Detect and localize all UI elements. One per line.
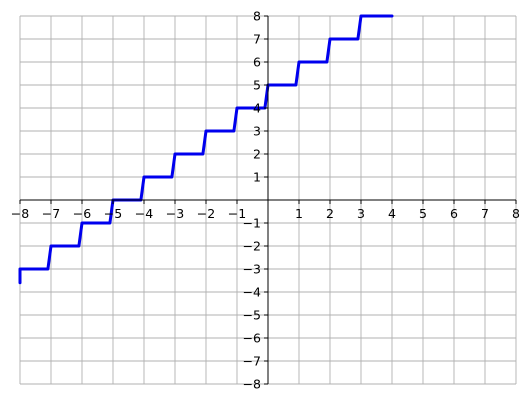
x-tick-label: 6 [450, 206, 458, 221]
y-tick-label: 3 [253, 124, 261, 139]
x-tick-label: 8 [512, 206, 520, 221]
x-tick-label: 2 [326, 206, 334, 221]
x-tick-label: −5 [104, 206, 122, 221]
x-tick-label: −4 [135, 206, 153, 221]
y-tick-label: −3 [243, 262, 261, 277]
x-tick-label: 4 [388, 206, 396, 221]
x-tick-label: −8 [11, 206, 29, 221]
y-tick-label: 4 [253, 101, 261, 116]
x-tick-label: −7 [42, 206, 60, 221]
x-tick-label: 1 [295, 206, 303, 221]
y-tick-label: −6 [243, 331, 261, 346]
y-tick-label: 2 [253, 147, 261, 162]
y-tick-label: 1 [253, 170, 261, 185]
x-tick-label: −2 [197, 206, 215, 221]
y-tick-label: 8 [253, 9, 261, 24]
y-tick-label: −2 [243, 239, 261, 254]
axes [20, 16, 516, 384]
y-tick-label: −5 [243, 308, 261, 323]
y-tick-label: 5 [253, 78, 261, 93]
y-tick-label: −8 [243, 377, 261, 392]
x-tick-label: 7 [481, 206, 489, 221]
y-tick-label: 7 [253, 32, 261, 47]
x-tick-label: −6 [73, 206, 91, 221]
y-tick-label: −4 [243, 285, 261, 300]
y-tick-label: 6 [253, 55, 261, 70]
series-line [18, 14, 394, 285]
x-tick-label: 5 [419, 206, 427, 221]
y-tick-label: −7 [243, 354, 261, 369]
y-tick-label: −1 [243, 216, 261, 231]
series-layer [18, 14, 394, 285]
ticks: −8 −7 −6 −5 −4 −3 −2 −1 1 2 3 4 5 6 7 8 −8 −7 −6 −5 −4 −3 −2 −1… [11, 9, 520, 392]
x-tick-label: 3 [357, 206, 365, 221]
x-tick-label: −1 [228, 206, 246, 221]
x-tick-label: −3 [166, 206, 184, 221]
